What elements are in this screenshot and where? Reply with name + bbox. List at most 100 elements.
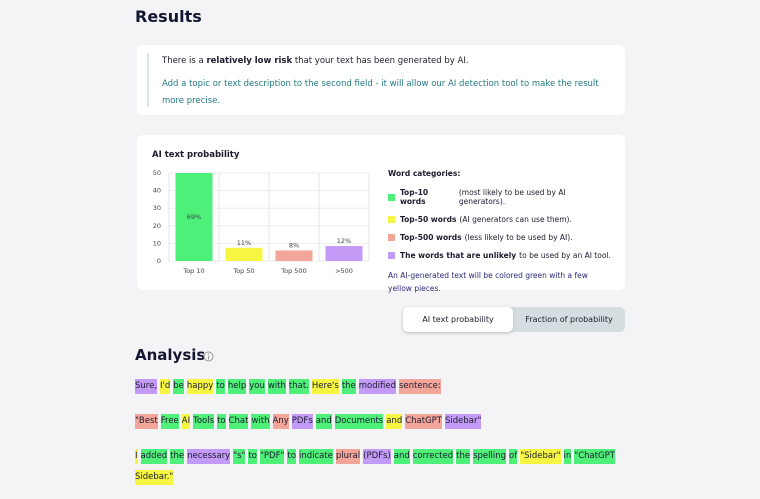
legend-name: Top-10 words bbox=[399, 188, 429, 206]
highlighted-word: be bbox=[173, 379, 184, 394]
highlighted-word: Sidebar." bbox=[135, 470, 174, 485]
highlighted-word: and bbox=[386, 414, 403, 429]
y-tick-label: 30 bbox=[153, 204, 161, 212]
highlighted-word: the bbox=[170, 449, 185, 464]
bar-label: 8% bbox=[289, 241, 299, 249]
chart-title: AI text probability bbox=[152, 150, 240, 160]
highlighted-word: to bbox=[217, 414, 226, 429]
hint-text: Add a topic or text description to the s… bbox=[162, 79, 599, 106]
legend-item: Top-10 words (most likely to be used by A… bbox=[388, 188, 613, 206]
legend-name: The words that are unlikely bbox=[400, 251, 517, 260]
highlighted-word: AI bbox=[181, 414, 191, 429]
tab-active[interactable]: AI text probability bbox=[403, 307, 513, 332]
highlighted-word: Any bbox=[272, 414, 289, 429]
highlighted-word: Here's bbox=[311, 379, 339, 394]
highlighted-word: of bbox=[509, 449, 518, 464]
highlighted-word: modified bbox=[358, 379, 396, 394]
bar bbox=[175, 173, 213, 261]
legend-swatch bbox=[388, 252, 395, 259]
paragraph: Sure, I'd be happy to help you with that. Here's t… bbox=[135, 373, 625, 394]
text-bold: relatively low risk bbox=[206, 56, 293, 66]
analysis-title: Analysis bbox=[135, 346, 206, 364]
text: that your text has been generated by AI. bbox=[292, 56, 469, 66]
x-tick-label: Top 50 bbox=[232, 267, 254, 275]
highlighted-word: spelling bbox=[473, 449, 507, 464]
legend-description: to be used by an AI tool. bbox=[519, 251, 611, 260]
chart-card: AI text probability 0 10 20 30 40 50 Top 10 69%… bbox=[137, 135, 625, 293]
chart: 0 10 20 30 40 50 Top 10 69% Top 50 11% Top 500 8% >5… bbox=[153, 169, 370, 275]
analysis-text: Sure, I'd be happy to help you with that. Here's t… bbox=[135, 373, 625, 499]
paragraph: "Best Free AI Tools to Chat with Any PDFs and Docu… bbox=[135, 408, 625, 429]
highlighted-word: with bbox=[251, 414, 270, 429]
highlighted-word: that. bbox=[288, 379, 309, 394]
text: There is a bbox=[162, 56, 207, 66]
highlighted-word: happy bbox=[186, 379, 214, 394]
legend-items: Top-10 words (most likely to be used by A… bbox=[388, 188, 613, 260]
highlighted-word: "PDF" bbox=[260, 449, 285, 464]
bar-label: 11% bbox=[237, 239, 251, 247]
legend-name: Top-50 words bbox=[400, 215, 457, 224]
legend-swatch bbox=[388, 216, 395, 223]
bar bbox=[325, 246, 363, 261]
legend: Word categories: Top-10 words (most likel… bbox=[388, 169, 613, 295]
highlighted-word: you bbox=[249, 379, 265, 394]
highlighted-word: Free bbox=[160, 414, 179, 429]
legend-description: (AI generators can use them). bbox=[459, 215, 572, 224]
legend-description: (less likely to be used by AI). bbox=[464, 233, 573, 242]
x-tick-label: >500 bbox=[335, 267, 353, 275]
highlighted-word: with bbox=[267, 379, 286, 394]
bar-label: 12% bbox=[337, 237, 351, 245]
legend-item: Top-50 words (AI generators can use them)… bbox=[388, 215, 613, 224]
highlighted-word: "ChatGPT bbox=[574, 449, 615, 464]
bar bbox=[225, 247, 263, 261]
legend-name: Top-500 words bbox=[400, 233, 462, 242]
legend-note: An AI-generated text will be colored gre… bbox=[388, 271, 588, 293]
highlighted-word: I bbox=[135, 449, 138, 464]
highlighted-word: Documents bbox=[334, 414, 384, 429]
legend-swatch bbox=[388, 234, 395, 241]
highlighted-word: indicate bbox=[298, 449, 333, 464]
y-tick-label: 0 bbox=[157, 257, 161, 265]
legend-item: The words that are unlikely to be used by… bbox=[388, 251, 613, 260]
highlighted-word: the bbox=[341, 379, 356, 394]
highlighted-word: corrected bbox=[412, 449, 454, 464]
highlighted-word: "s" bbox=[233, 449, 246, 464]
highlighted-word: sentence: bbox=[399, 379, 441, 394]
highlighted-word: I'd bbox=[160, 379, 171, 394]
y-tick-label: 10 bbox=[153, 239, 161, 247]
highlighted-word: PDFs bbox=[291, 414, 313, 429]
highlighted-word: ChatGPT bbox=[405, 414, 443, 429]
highlighted-word: Sure, bbox=[135, 379, 158, 394]
results-title: Results bbox=[135, 7, 202, 26]
highlighted-word: added bbox=[140, 449, 168, 464]
highlighted-word: Chat bbox=[228, 414, 249, 429]
highlighted-word: Tools bbox=[193, 414, 215, 429]
y-tick-label: 50 bbox=[153, 169, 161, 177]
highlighted-word: to bbox=[248, 449, 258, 464]
tab[interactable]: Fraction of probability bbox=[525, 315, 613, 324]
y-tick-label: 40 bbox=[153, 187, 161, 195]
legend-description: (most likely to be used by AI generators… bbox=[458, 188, 566, 206]
highlighted-word: (PDFs) bbox=[363, 449, 391, 464]
bar bbox=[275, 250, 313, 261]
legend-item: Top-500 words (less likely to be used by … bbox=[388, 233, 613, 242]
info-icon[interactable] bbox=[203, 351, 214, 362]
highlighted-word: "Sidebar" bbox=[520, 449, 561, 464]
highlighted-word: necessary bbox=[187, 449, 231, 464]
highlighted-word: "Best bbox=[135, 414, 158, 429]
highlighted-word: the bbox=[456, 449, 471, 464]
x-tick-label: Top 500 bbox=[280, 267, 306, 275]
highlighted-word: and bbox=[315, 414, 332, 429]
bar-label: 69% bbox=[187, 213, 201, 221]
legend-title: Word categories: bbox=[388, 169, 461, 178]
x-tick-label: Top 10 bbox=[182, 267, 204, 275]
highlighted-word: to bbox=[287, 449, 296, 464]
result-card: There is a relatively low risk that your… bbox=[137, 45, 625, 115]
highlighted-word: to bbox=[216, 379, 225, 394]
tabs: AI text probability Fraction of probabil… bbox=[403, 307, 625, 332]
highlighted-word: and bbox=[393, 449, 410, 464]
y-tick-label: 20 bbox=[153, 222, 161, 230]
highlighted-word: plural bbox=[335, 449, 361, 464]
highlighted-word: help bbox=[227, 379, 247, 394]
